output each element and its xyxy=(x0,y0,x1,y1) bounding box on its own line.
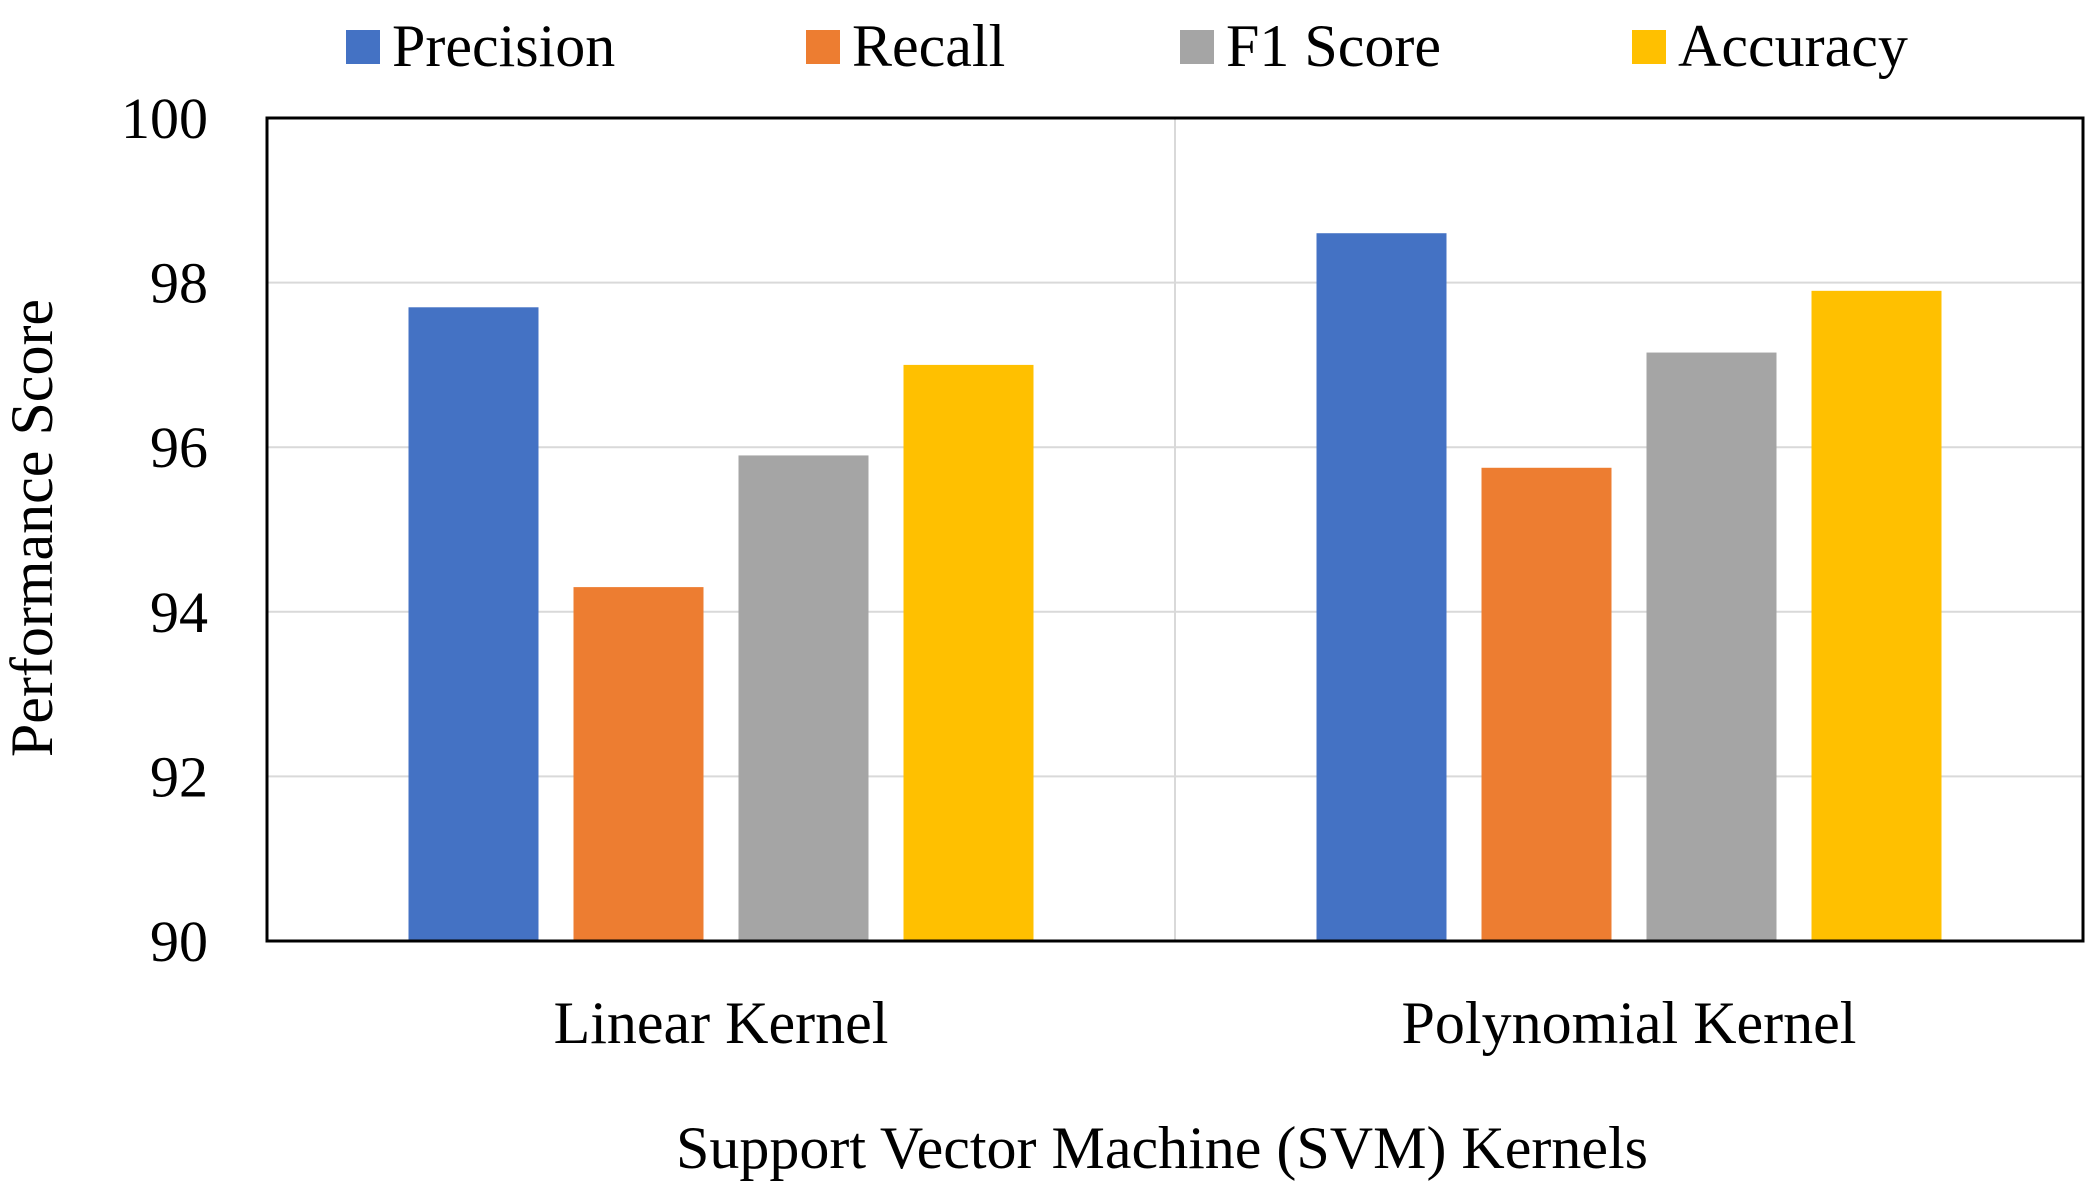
legend-label: Accuracy xyxy=(1678,13,1908,79)
x-tick-label: Polynomial Kernel xyxy=(1402,990,1857,1056)
bar-accuracy-polynomial-kernel xyxy=(1811,290,1942,942)
legend-label: F1 Score xyxy=(1226,13,1441,79)
bar-precision-linear-kernel xyxy=(408,307,539,941)
bar-f1-score-linear-kernel xyxy=(738,455,869,941)
legend-label: Precision xyxy=(392,13,615,79)
legend-item-accuracy: Accuracy xyxy=(1632,13,1908,79)
legend-item-f1-score: F1 Score xyxy=(1180,13,1441,79)
y-tick-label: 98 xyxy=(150,251,208,316)
y-tick-label: 94 xyxy=(150,580,208,645)
bar-accuracy-linear-kernel xyxy=(903,364,1034,941)
y-tick-label: 100 xyxy=(121,86,208,151)
bars xyxy=(408,233,1942,942)
legend-item-precision: Precision xyxy=(346,13,615,79)
x-tick-label: Linear Kernel xyxy=(554,990,889,1056)
bar-recall-polynomial-kernel xyxy=(1481,467,1612,941)
legend-swatch xyxy=(1180,30,1214,64)
x-axis-ticks: Linear Kernel Polynomial Kernel xyxy=(554,990,1857,1056)
legend-swatch xyxy=(1632,30,1666,64)
y-tick-label: 96 xyxy=(150,415,208,480)
legend-swatch xyxy=(346,30,380,64)
y-tick-label: 90 xyxy=(150,909,208,974)
bar-precision-polynomial-kernel xyxy=(1316,233,1447,942)
legend-swatch xyxy=(806,30,840,64)
legend-label: Recall xyxy=(852,13,1005,79)
plot-frame xyxy=(265,116,2085,943)
x-axis-label: Support Vector Machine (SVM) Kernels xyxy=(676,1115,1648,1181)
y-axis-ticks: 90 92 94 96 98 100 xyxy=(121,86,208,974)
bar-f1-score-polynomial-kernel xyxy=(1646,352,1777,941)
legend: Precision Recall F1 Score Accuracy xyxy=(346,13,1908,79)
bar-recall-linear-kernel xyxy=(573,587,704,941)
y-tick-label: 92 xyxy=(150,744,208,809)
gridlines xyxy=(267,118,2083,941)
legend-item-recall: Recall xyxy=(806,13,1005,79)
plot-border xyxy=(265,116,2085,943)
y-axis-label: Performance Score xyxy=(0,299,65,757)
